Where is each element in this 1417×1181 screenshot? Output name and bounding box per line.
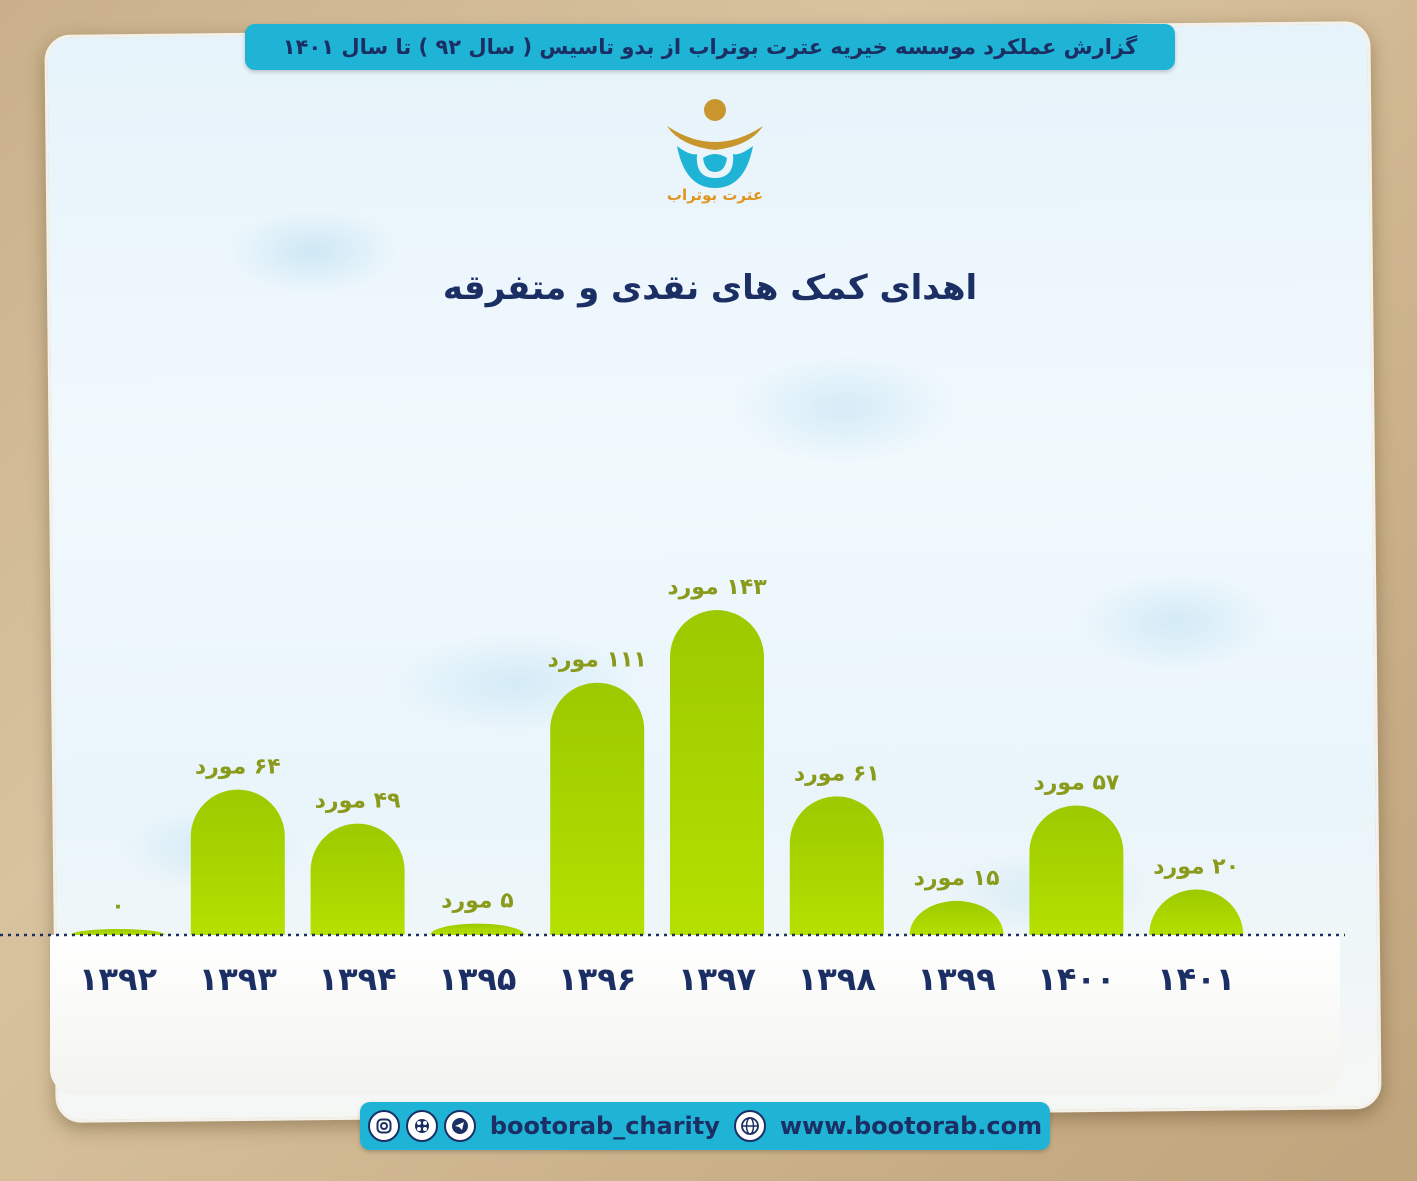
chart-floor [50, 935, 1340, 1095]
tick-label-1: ۱۳۹۳ [199, 960, 278, 998]
instagram-icon[interactable] [367, 1110, 400, 1142]
globe-icon [733, 1110, 766, 1142]
data-label-3: ۵ مورد [441, 889, 513, 914]
bar-5 [670, 610, 764, 935]
social-icons [367, 1110, 476, 1142]
data-label-0: ۰ [111, 894, 124, 919]
footer-bar: bootorab_charity www.bootorab.com [360, 1102, 1050, 1150]
aparat-icon[interactable] [405, 1110, 438, 1142]
tick-label-5: ۱۳۹۷ [678, 960, 757, 998]
data-label-7: ۱۵ مورد [914, 866, 1000, 891]
bar-7 [909, 900, 1004, 935]
logo-text: عترت بوتراب [666, 186, 764, 204]
chart-title: اهدای کمک های نقدی و متفرقه [442, 268, 978, 308]
bar-8 [1029, 805, 1124, 935]
tick-label-9: ۱۴۰۱ [1157, 960, 1235, 998]
tick-label-4: ۱۳۹۶ [558, 960, 636, 998]
telegram-icon[interactable] [443, 1110, 476, 1142]
bar-0 [71, 929, 165, 935]
data-label-4: ۱۱۱ مورد [548, 648, 647, 673]
tick-label-3: ۱۳۹۵ [438, 960, 516, 998]
bar-4 [550, 682, 645, 935]
data-label-9: ۲۰ مورد [1153, 855, 1239, 880]
tick-label-8: ۱۴۰۰ [1037, 960, 1115, 998]
report-banner-text: گزارش عملکرد موسسه خیریه عترت بوتراب از … [282, 35, 1138, 59]
data-label-8: ۵۷ مورد [1033, 770, 1119, 795]
website-link[interactable]: www.bootorab.com [779, 1112, 1043, 1140]
charity-logo-icon [667, 99, 763, 188]
tick-label-6: ۱۳۹۸ [798, 960, 877, 998]
data-label-6: ۶۱ مورد [794, 761, 880, 786]
bar-3 [430, 923, 525, 935]
social-handle[interactable]: bootorab_charity [489, 1112, 720, 1140]
report-banner: گزارش عملکرد موسسه خیریه عترت بوتراب از … [245, 24, 1175, 70]
data-label-2: ۴۹ مورد [315, 789, 401, 814]
bar-6 [789, 796, 884, 935]
bar-1 [190, 789, 285, 935]
tick-label-2: ۱۳۹۴ [319, 960, 397, 998]
tick-label-0: ۱۳۹۲ [79, 960, 158, 998]
bar-2 [310, 823, 405, 935]
bar-9 [1149, 889, 1244, 935]
tick-label-7: ۱۳۹۹ [918, 960, 996, 998]
data-label-1: ۶۴ مورد [195, 755, 281, 780]
data-label-5: ۱۴۳ مورد [667, 575, 767, 600]
